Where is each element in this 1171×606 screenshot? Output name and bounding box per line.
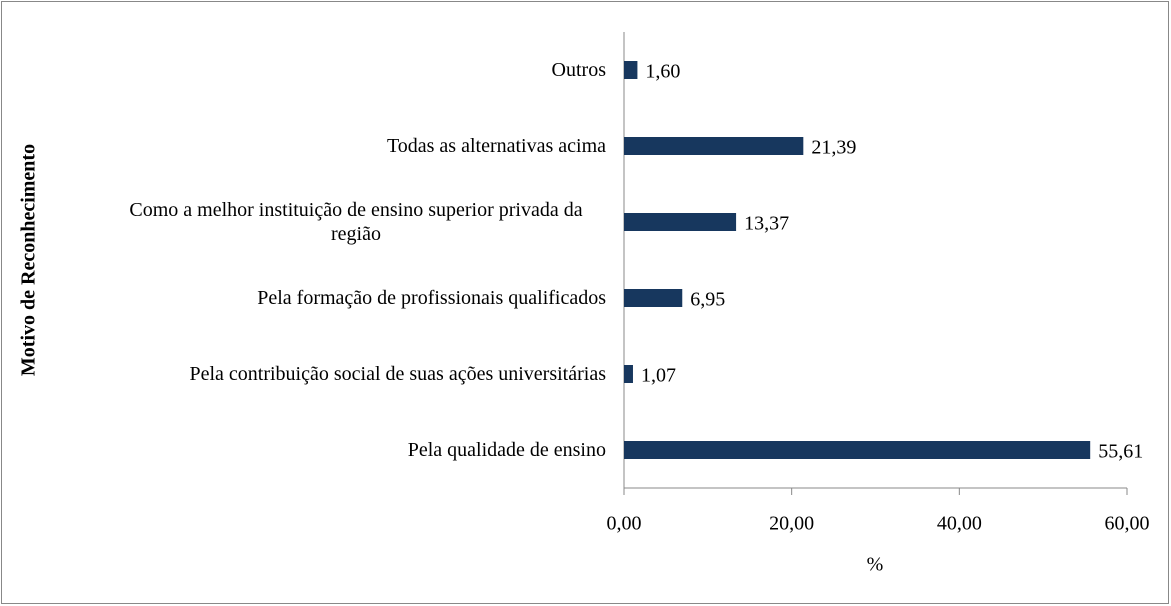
data-label: 6,95 — [690, 289, 725, 311]
category-label: Pela formação de profissionais qualifica… — [46, 286, 606, 310]
bar — [624, 213, 737, 231]
bar — [624, 61, 638, 79]
data-label: 21,39 — [811, 137, 856, 159]
data-label: 1,07 — [641, 365, 676, 387]
category-label: Pela contribuição social de suas ações u… — [46, 362, 606, 386]
x-tick-label: 0,00 — [607, 513, 642, 535]
x-axis-title: % — [867, 554, 884, 576]
category-label: Outros — [46, 58, 606, 82]
data-label: 55,61 — [1098, 441, 1143, 463]
category-label: Pela qualidade de ensino — [46, 438, 606, 462]
bar — [624, 289, 683, 307]
category-label: Como a melhor instituição de ensino supe… — [46, 198, 606, 246]
y-axis-title: Motivo de Reconhecimento — [18, 144, 40, 376]
data-label: 13,37 — [744, 213, 789, 235]
category-text: Outros — [551, 59, 606, 81]
x-tick-label: 40,00 — [937, 513, 982, 535]
category-text: Pela contribuição social de suas ações u… — [189, 363, 606, 385]
category-text: Pela qualidade de ensino — [407, 439, 606, 461]
category-text: Todas as alternativas acima — [386, 135, 606, 157]
bar — [624, 365, 633, 383]
category-text: Como a melhor instituição de ensino supe… — [129, 199, 583, 245]
x-tick-label: 60,00 — [1105, 513, 1150, 535]
x-tick-label: 20,00 — [769, 513, 814, 535]
category-label: Todas as alternativas acima — [46, 134, 606, 158]
category-text: Pela formação de profissionais qualifica… — [257, 287, 606, 309]
data-label: 1,60 — [645, 61, 680, 83]
bar — [624, 441, 1091, 459]
bar — [624, 137, 804, 155]
